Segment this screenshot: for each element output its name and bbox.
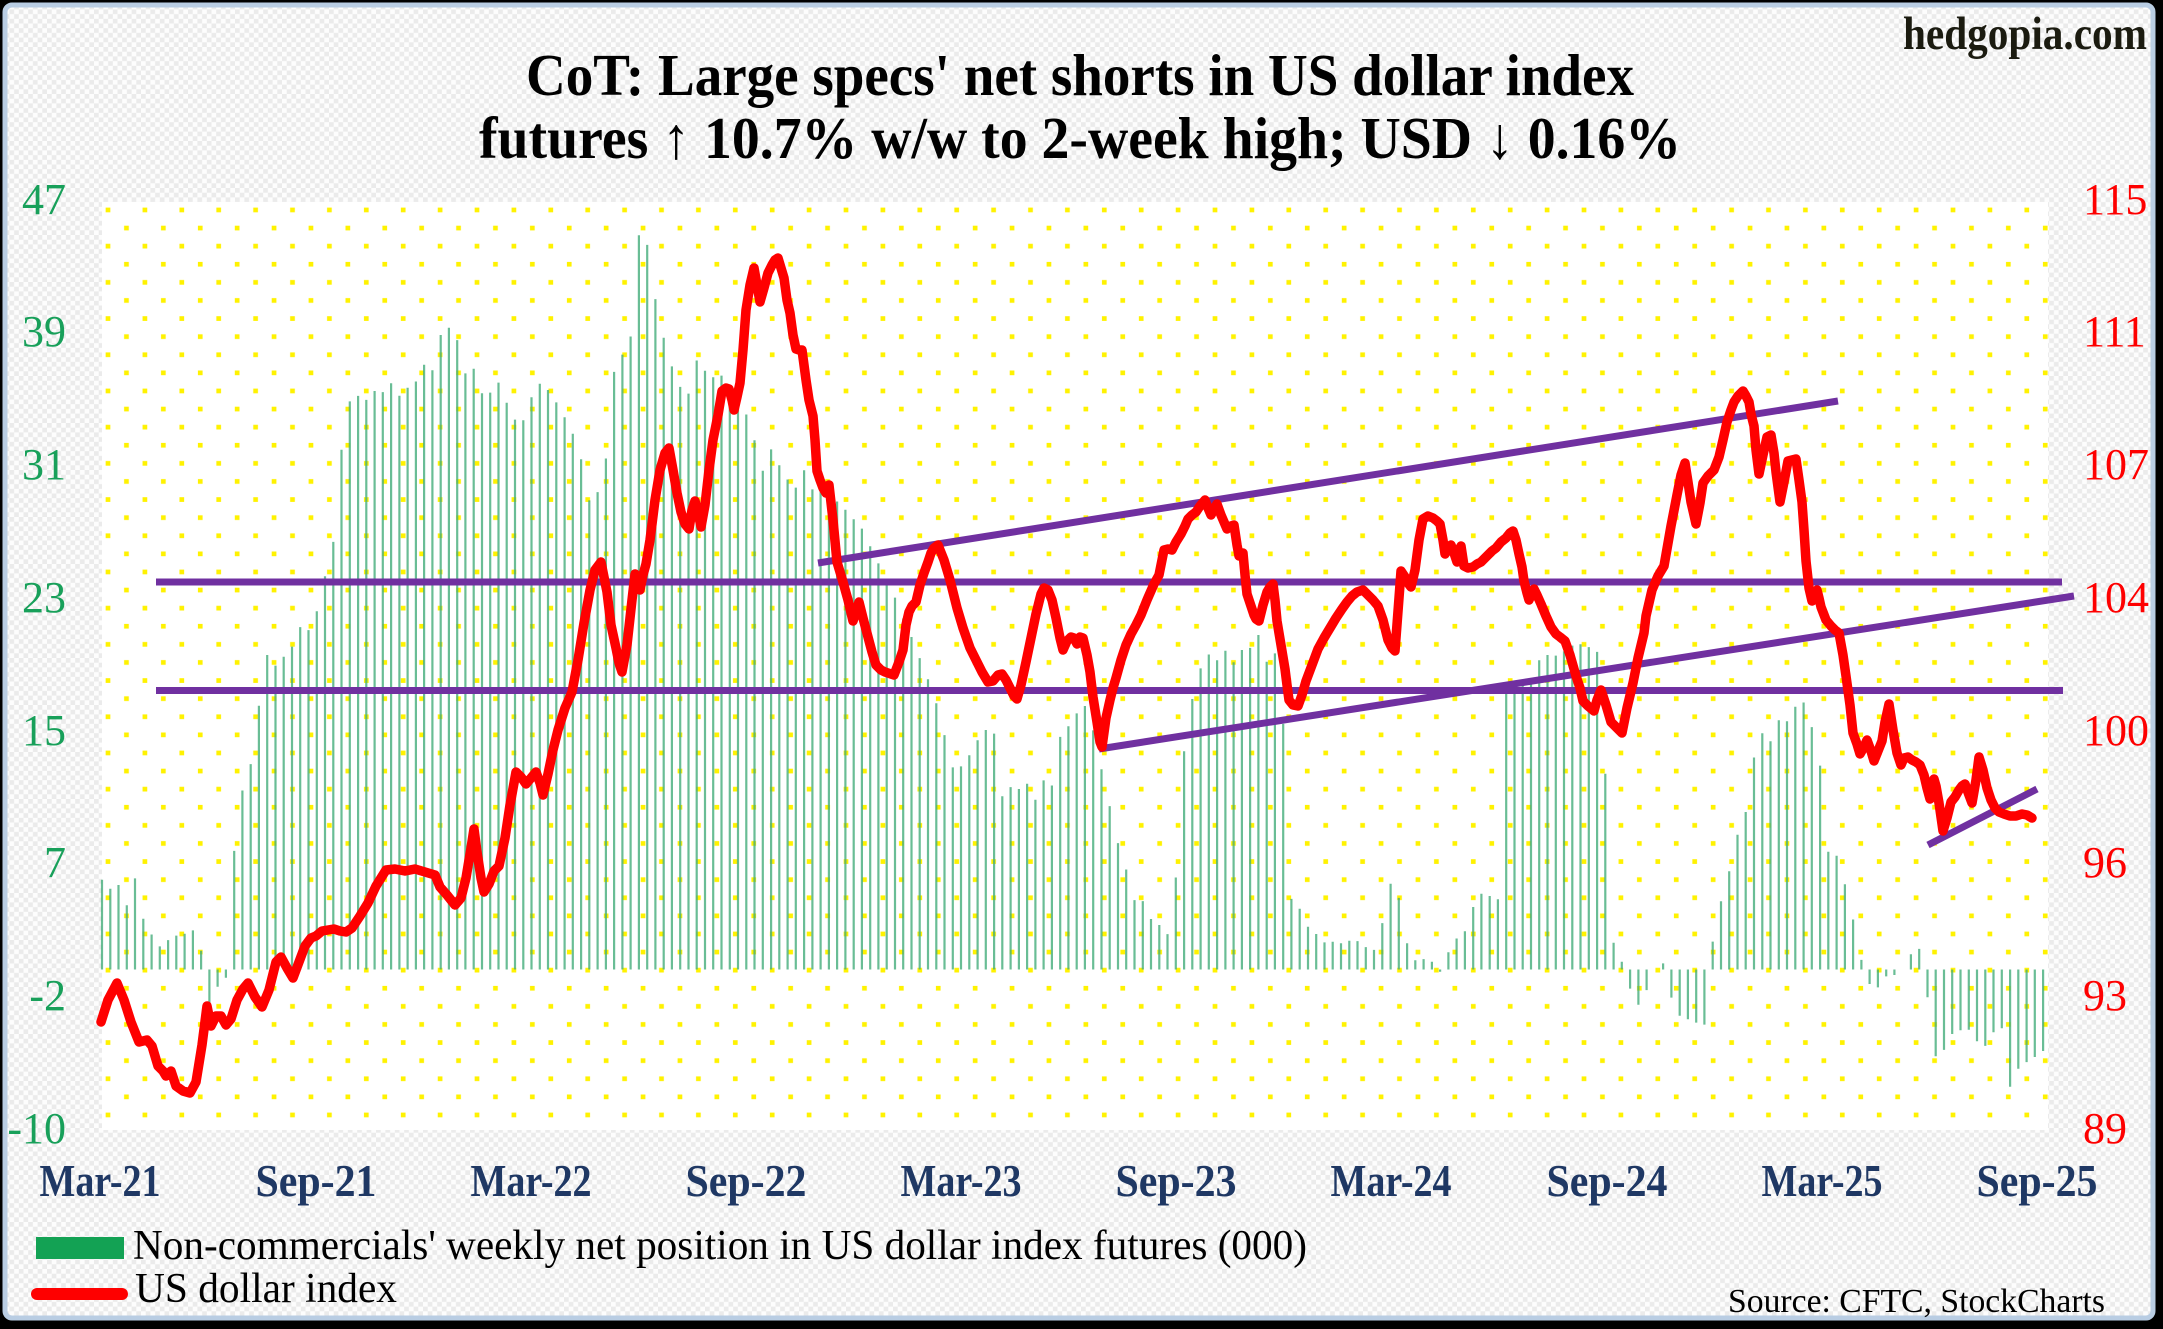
svg-text:93: 93 bbox=[2083, 971, 2127, 1020]
svg-text:96: 96 bbox=[2083, 838, 2127, 887]
svg-text:31: 31 bbox=[22, 440, 66, 489]
svg-text:100: 100 bbox=[2083, 706, 2149, 755]
svg-text:hedgopia.com: hedgopia.com bbox=[1903, 8, 2147, 60]
svg-text:89: 89 bbox=[2083, 1104, 2127, 1153]
svg-text:115: 115 bbox=[2083, 175, 2147, 224]
svg-text:107: 107 bbox=[2083, 440, 2149, 489]
svg-text:US dollar index: US dollar index bbox=[135, 1266, 397, 1312]
svg-text:-10: -10 bbox=[7, 1104, 66, 1153]
svg-text:CoT: Large specs' net shorts i: CoT: Large specs' net shorts in US dolla… bbox=[526, 42, 1634, 108]
svg-text:Sep-23: Sep-23 bbox=[1116, 1155, 1237, 1206]
svg-text:Sep-21: Sep-21 bbox=[256, 1155, 377, 1206]
svg-text:-2: -2 bbox=[29, 971, 66, 1020]
svg-text:7: 7 bbox=[44, 838, 66, 887]
svg-text:47: 47 bbox=[22, 175, 66, 224]
svg-text:Mar-24: Mar-24 bbox=[1331, 1155, 1452, 1206]
svg-text:Source: CFTC, StockCharts: Source: CFTC, StockCharts bbox=[1728, 1283, 2105, 1320]
svg-text:futures ↑ 10.7% w/w to 2-week: futures ↑ 10.7% w/w to 2-week high; USD … bbox=[479, 105, 1681, 171]
svg-text:Mar-21: Mar-21 bbox=[40, 1155, 161, 1206]
svg-text:Sep-25: Sep-25 bbox=[1977, 1155, 2098, 1206]
svg-text:Mar-23: Mar-23 bbox=[901, 1155, 1022, 1206]
svg-text:Sep-24: Sep-24 bbox=[1547, 1155, 1668, 1206]
svg-text:Non-commercials' weekly net po: Non-commercials' weekly net position in … bbox=[133, 1223, 1307, 1269]
svg-text:Mar-25: Mar-25 bbox=[1762, 1155, 1883, 1206]
svg-text:15: 15 bbox=[22, 706, 66, 755]
svg-text:39: 39 bbox=[22, 307, 66, 356]
svg-text:Mar-22: Mar-22 bbox=[471, 1155, 592, 1206]
svg-text:Sep-22: Sep-22 bbox=[686, 1155, 807, 1206]
svg-text:111: 111 bbox=[2083, 307, 2146, 356]
svg-text:104: 104 bbox=[2083, 573, 2149, 622]
svg-text:23: 23 bbox=[22, 573, 66, 622]
